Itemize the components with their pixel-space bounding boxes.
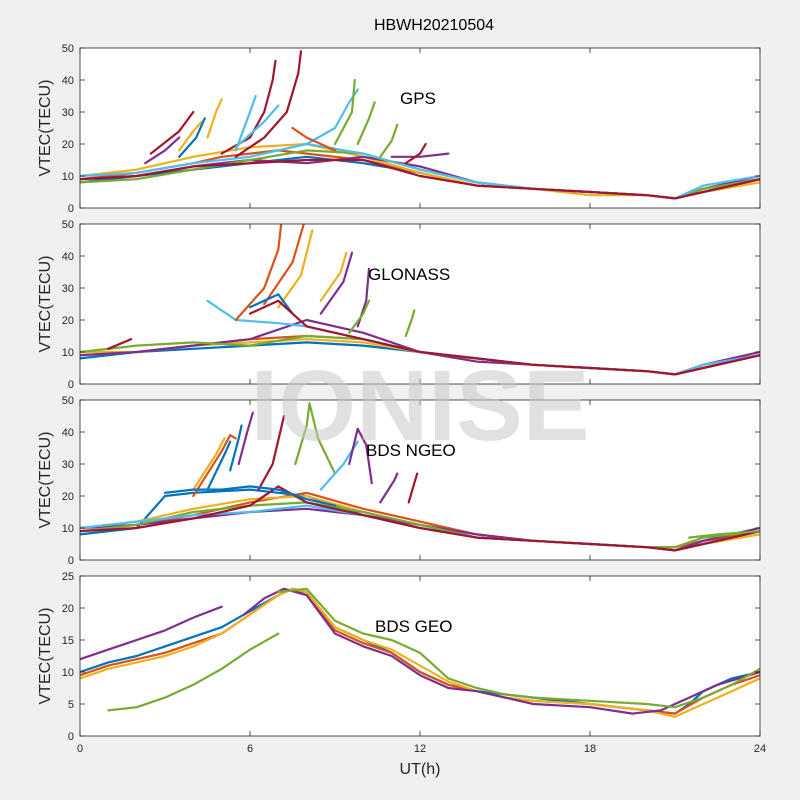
x-tick-label: 12 [414,743,426,755]
series-group [80,224,760,376]
series-line-9 [234,50,303,158]
series-line-17 [178,120,203,152]
y-tick-label: 20 [62,491,74,503]
series-line-10 [149,110,195,155]
series-line-20 [144,136,181,165]
series-line-7 [80,158,760,200]
series-line-8 [192,434,237,498]
series-line-9 [277,229,314,309]
y-axis-label: VTEC(TECU) [37,608,54,705]
y-axis-label: VTEC(TECU) [37,432,54,529]
y-tick-label: 50 [62,219,74,231]
y-tick-label: 25 [62,571,74,583]
series-line-13 [333,78,356,146]
system-label: GLONASS [368,265,450,284]
plot-area [80,224,760,384]
system-label: GPS [400,89,436,108]
series-line-14 [404,309,416,338]
y-tick-label: 0 [68,379,74,391]
panel-1: 0 10 20 30 40 50 VTEC(TECU) GPS [37,43,761,215]
y-tick-label: 50 [62,43,74,55]
y-axis-label: VTEC(TECU) [37,80,54,177]
system-label: BDS NGEO [366,441,456,460]
series-line-14 [356,101,376,146]
series-line-6 [107,632,280,712]
y-axis-label: VTEC(TECU) [37,256,54,353]
y-tick-label: 0 [68,555,74,567]
series-line-19 [234,104,280,149]
series-line-18 [407,472,419,504]
system-label: BDS GEO [375,617,452,636]
series-line-19 [163,485,337,507]
plot-area [80,48,760,208]
watermark-text: IONISE [251,350,590,462]
series-group [80,402,760,552]
series-line-13 [257,414,286,491]
series-line-15 [248,293,294,315]
series-line-9 [192,437,226,491]
series-line-16 [206,98,223,139]
y-tick-label: 5 [68,699,74,711]
series-line-10 [206,440,232,491]
y-tick-label: 20 [62,139,74,151]
series-line-10 [319,251,348,302]
series-line-11 [319,251,354,315]
series-line-8 [263,224,305,306]
y-tick-label: 30 [62,283,74,295]
y-tick-label: 20 [62,603,74,615]
x-tick-label: 0 [77,743,83,755]
y-tick-label: 30 [62,459,74,471]
series-line-12 [237,411,254,466]
x-tick-label: 6 [247,743,253,755]
y-tick-label: 40 [62,75,74,87]
plot-area [80,400,760,560]
y-tick-label: 40 [62,251,74,263]
series-line-15 [379,123,399,158]
series-line-21 [390,152,450,158]
series-line-7 [80,485,760,552]
series-line-17 [379,472,399,504]
x-axis-label: UT(h) [400,761,441,778]
series-line-16 [248,299,760,376]
series-group [80,587,760,718]
series-line-22 [291,126,337,152]
series-line-1 [80,605,223,661]
series-line-18 [178,117,206,158]
y-tick-label: 10 [62,171,74,183]
panel-2: 0 10 20 30 40 50 VTEC(TECU) GLONASS [37,219,761,391]
series-line-14 [294,402,337,475]
y-tick-label: 10 [62,347,74,359]
panel-3: 0 10 20 30 40 50 VTEC(TECU) BDS NGEO [37,395,761,567]
series-line-11 [229,424,243,472]
y-tick-label: 50 [62,395,74,407]
y-tick-label: 10 [62,667,74,679]
series-line-23 [404,142,427,165]
y-tick-label: 15 [62,635,74,647]
x-tick-label: 24 [754,743,766,755]
series-line-7 [277,587,760,709]
y-tick-label: 30 [62,107,74,119]
y-tick-label: 20 [62,315,74,327]
series-line-13 [348,299,371,334]
x-tick-label: 18 [584,743,596,755]
panel-4: 0 5 10 15 20 25 0 6 12 18 24 VTEC(TECU) UT(h) BDS GEO [37,571,766,778]
series-line-20 [688,530,760,539]
y-tick-label: 40 [62,427,74,439]
y-tick-label: 0 [68,203,74,215]
y-tick-label: 10 [62,523,74,535]
series-group [80,50,760,200]
y-tick-label: 0 [68,731,74,743]
series-line-5 [243,587,760,715]
figure-title: HBWH20210504 [374,17,494,34]
series-line-12 [234,94,257,152]
series-line-7 [234,224,283,322]
series-line-5 [80,501,760,549]
series-line-16 [348,427,373,485]
series-line-17 [107,338,133,350]
